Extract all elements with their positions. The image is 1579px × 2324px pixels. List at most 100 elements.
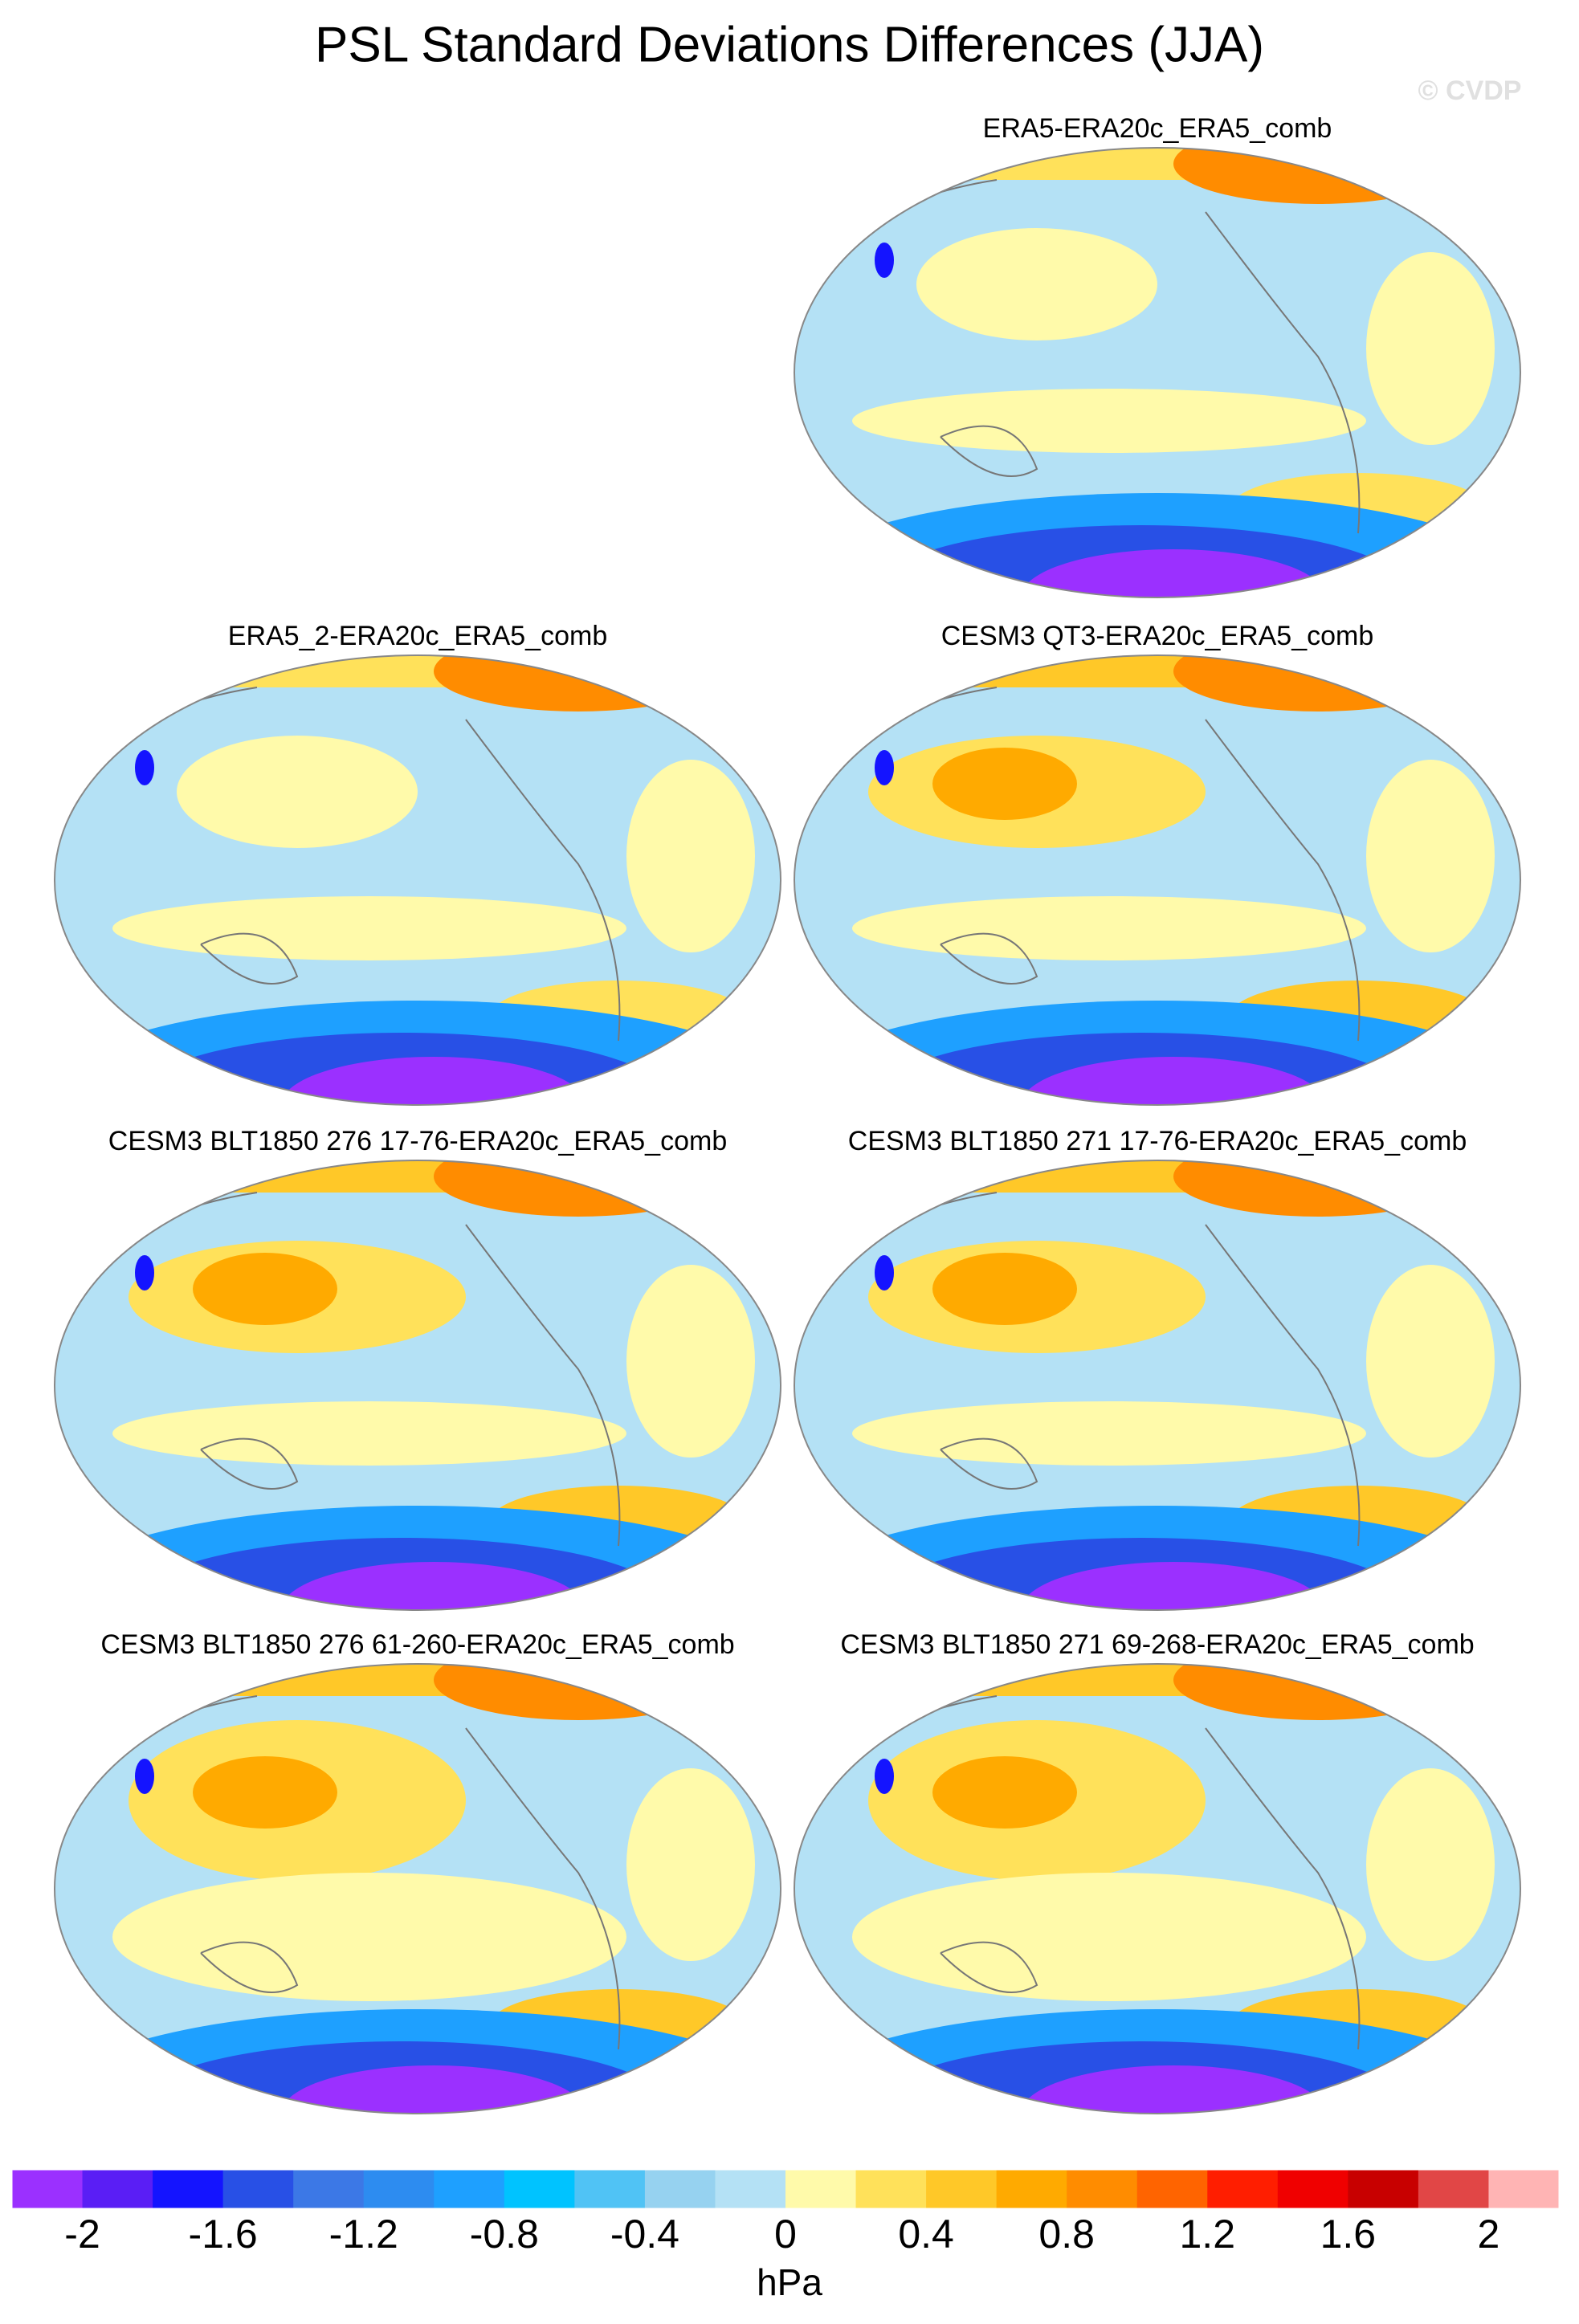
map-outline bbox=[54, 654, 781, 1106]
korea-spot bbox=[875, 243, 894, 278]
colorbar-box bbox=[1136, 2170, 1208, 2208]
colorbar-tick-label: 0 bbox=[774, 2212, 797, 2257]
colorbar-box bbox=[1207, 2170, 1279, 2208]
antarctic-core bbox=[1021, 549, 1326, 597]
antarctic-core bbox=[1021, 2065, 1326, 2114]
map-panel bbox=[55, 655, 781, 1105]
arctic-band bbox=[794, 148, 1520, 180]
colorbar-tick-label: -0.8 bbox=[470, 2212, 539, 2257]
colorbar-tick-label: -1.6 bbox=[189, 2212, 258, 2257]
tropic-band bbox=[852, 1401, 1366, 1466]
atlantic-blob bbox=[1366, 252, 1495, 445]
colorbar-box bbox=[926, 2170, 998, 2208]
colorbar-tick-label: 1.6 bbox=[1320, 2212, 1377, 2257]
arctic-band bbox=[794, 1664, 1520, 1696]
arctic-band bbox=[55, 1160, 781, 1193]
tropic-band bbox=[852, 896, 1366, 960]
atlantic-blob bbox=[1366, 760, 1495, 952]
colorbar-tick-label: 0.8 bbox=[1038, 2212, 1095, 2257]
antarctic-core bbox=[281, 1057, 586, 1105]
colorbar-box bbox=[1488, 2170, 1560, 2208]
colorbar-box bbox=[222, 2170, 294, 2208]
colorbar-frame bbox=[11, 2169, 1560, 2209]
antarctic-core bbox=[1021, 1562, 1326, 1610]
korea-spot bbox=[875, 750, 894, 785]
colorbar-tick-label: -0.4 bbox=[610, 2212, 679, 2257]
colorbar-box bbox=[644, 2170, 716, 2208]
arctic-band bbox=[794, 655, 1520, 687]
map-panel bbox=[55, 1160, 781, 1610]
colorbar-box bbox=[434, 2170, 505, 2208]
tropic-band bbox=[112, 1401, 626, 1466]
colorbar-tick-label: -1.2 bbox=[329, 2212, 398, 2257]
arctic-band bbox=[55, 1664, 781, 1696]
pacific-core bbox=[193, 1253, 337, 1325]
colorbar-box bbox=[1418, 2170, 1489, 2208]
tropic-band bbox=[112, 896, 626, 960]
map-outline bbox=[54, 1160, 781, 1611]
map-panel bbox=[794, 148, 1520, 597]
arctic-band bbox=[55, 655, 781, 687]
colorbar-box bbox=[12, 2170, 84, 2208]
korea-spot bbox=[875, 1759, 894, 1794]
pacific-blob bbox=[177, 736, 418, 848]
tropic-band bbox=[852, 389, 1366, 453]
panel-title: CESM3 BLT1850 276 61-260-ERA20c_ERA5_com… bbox=[100, 1629, 734, 1660]
panel-title: CESM3 BLT1850 271 17-76-ERA20c_ERA5_comb bbox=[848, 1126, 1467, 1156]
map-panel bbox=[794, 1664, 1520, 2114]
colorbar-box bbox=[855, 2170, 927, 2208]
figure-title: PSL Standard Deviations Differences (JJA… bbox=[315, 17, 1264, 72]
map-panel bbox=[794, 655, 1520, 1105]
panel-title: CESM3 BLT1850 271 69-268-ERA20c_ERA5_com… bbox=[840, 1629, 1474, 1660]
colorbar-box bbox=[715, 2170, 786, 2208]
pacific-core bbox=[932, 1253, 1077, 1325]
panel-title: ERA5_2-ERA20c_ERA5_comb bbox=[228, 621, 607, 651]
panel-title: CESM3 BLT1850 276 17-76-ERA20c_ERA5_comb bbox=[108, 1126, 727, 1156]
map-panel bbox=[794, 1160, 1520, 1610]
map-outline bbox=[54, 1663, 781, 2114]
korea-spot bbox=[135, 1759, 154, 1794]
colorbar-box bbox=[82, 2170, 153, 2208]
colorbar-box bbox=[996, 2170, 1067, 2208]
colorbar-label: hPa bbox=[757, 2261, 822, 2303]
map-outline bbox=[794, 654, 1521, 1106]
atlantic-blob bbox=[626, 760, 755, 952]
watermark: © CVDP bbox=[1418, 75, 1522, 106]
panel-title: ERA5-ERA20c_ERA5_comb bbox=[983, 113, 1332, 144]
atlantic-blob bbox=[1366, 1768, 1495, 1961]
map-outline bbox=[794, 1663, 1521, 2114]
colorbar-box bbox=[363, 2170, 435, 2208]
pacific-core bbox=[932, 748, 1077, 820]
arctic-band bbox=[794, 1160, 1520, 1193]
map-outline bbox=[794, 147, 1521, 598]
colorbar-tick-label: 1.2 bbox=[1180, 2212, 1236, 2257]
pacific-blob bbox=[916, 228, 1157, 340]
tropic-band bbox=[852, 1873, 1366, 2001]
colorbar-box bbox=[574, 2170, 646, 2208]
colorbar-box bbox=[1348, 2170, 1419, 2208]
pacific-core bbox=[932, 1756, 1077, 1829]
colorbar-box bbox=[504, 2170, 575, 2208]
antarctic-core bbox=[281, 1562, 586, 1610]
atlantic-blob bbox=[1366, 1265, 1495, 1458]
antarctic-core bbox=[1021, 1057, 1326, 1105]
colorbar-box bbox=[153, 2170, 224, 2208]
map-panel bbox=[55, 1664, 781, 2114]
colorbar-box bbox=[1067, 2170, 1138, 2208]
map-outline bbox=[794, 1160, 1521, 1611]
antarctic-core bbox=[281, 2065, 586, 2114]
colorbar-box bbox=[1277, 2170, 1348, 2208]
colorbar-box bbox=[293, 2170, 365, 2208]
panel-title: CESM3 QT3-ERA20c_ERA5_comb bbox=[941, 621, 1374, 651]
tropic-band bbox=[112, 1873, 626, 2001]
korea-spot bbox=[135, 750, 154, 785]
atlantic-blob bbox=[626, 1768, 755, 1961]
atlantic-blob bbox=[626, 1265, 755, 1458]
korea-spot bbox=[875, 1255, 894, 1290]
korea-spot bbox=[135, 1255, 154, 1290]
colorbar-tick-label: 0.4 bbox=[898, 2212, 954, 2257]
pacific-core bbox=[193, 1756, 337, 1829]
colorbar-tick-label: 2 bbox=[1478, 2212, 1500, 2257]
colorbar-tick-label: -2 bbox=[64, 2212, 100, 2257]
